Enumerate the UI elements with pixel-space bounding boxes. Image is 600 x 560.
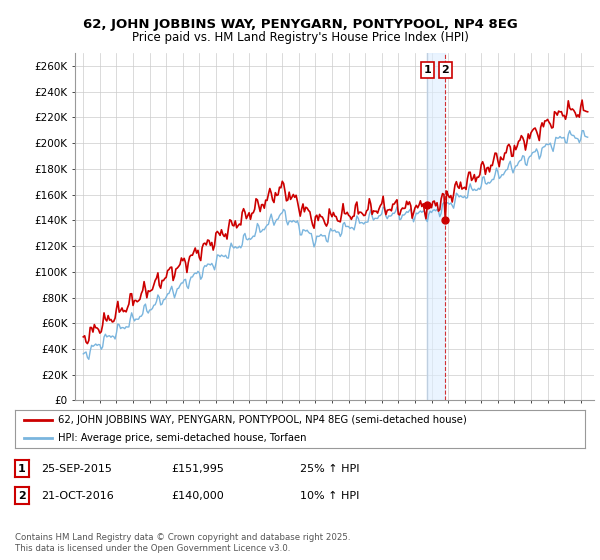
Text: 62, JOHN JOBBINS WAY, PENYGARN, PONTYPOOL, NP4 8EG (semi-detached house): 62, JOHN JOBBINS WAY, PENYGARN, PONTYPOO… <box>58 415 467 425</box>
Text: 2: 2 <box>18 491 26 501</box>
Text: 62, JOHN JOBBINS WAY, PENYGARN, PONTYPOOL, NP4 8EG: 62, JOHN JOBBINS WAY, PENYGARN, PONTYPOO… <box>83 18 517 31</box>
Text: £140,000: £140,000 <box>171 491 224 501</box>
Text: 1: 1 <box>424 65 431 75</box>
Text: HPI: Average price, semi-detached house, Torfaen: HPI: Average price, semi-detached house,… <box>58 433 306 443</box>
Text: Price paid vs. HM Land Registry's House Price Index (HPI): Price paid vs. HM Land Registry's House … <box>131 31 469 44</box>
Text: 21-OCT-2016: 21-OCT-2016 <box>41 491 113 501</box>
Text: Contains HM Land Registry data © Crown copyright and database right 2025.
This d: Contains HM Land Registry data © Crown c… <box>15 533 350 553</box>
Text: £151,995: £151,995 <box>171 464 224 474</box>
Text: 25% ↑ HPI: 25% ↑ HPI <box>300 464 359 474</box>
Text: 2: 2 <box>442 65 449 75</box>
Text: 10% ↑ HPI: 10% ↑ HPI <box>300 491 359 501</box>
Bar <box>427 53 445 400</box>
Text: 1: 1 <box>18 464 26 474</box>
Text: 25-SEP-2015: 25-SEP-2015 <box>41 464 112 474</box>
